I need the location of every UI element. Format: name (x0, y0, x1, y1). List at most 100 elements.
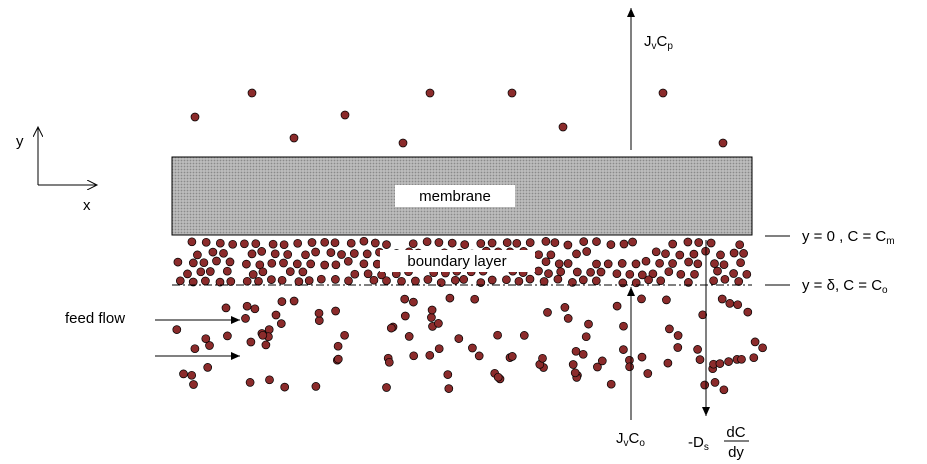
particle (581, 332, 591, 342)
particle (625, 362, 634, 372)
particle (719, 260, 729, 270)
particle (514, 276, 524, 286)
particle (267, 258, 277, 268)
particle (270, 249, 280, 259)
particle (709, 276, 718, 286)
particle (311, 247, 320, 257)
particle (578, 275, 588, 285)
particle (219, 248, 228, 258)
particle (474, 351, 484, 361)
particle (743, 307, 753, 317)
particle (187, 237, 197, 247)
text-part: C (629, 430, 640, 447)
particle (212, 256, 221, 266)
x-axis-label: x (83, 197, 91, 214)
particle (493, 372, 503, 382)
particle (443, 370, 453, 379)
particle (655, 258, 664, 268)
particle (534, 266, 543, 276)
particle (320, 260, 330, 270)
particle (340, 330, 349, 340)
particle (279, 258, 288, 268)
particle (257, 247, 267, 256)
particle (277, 297, 287, 306)
particle (664, 267, 674, 277)
particle (698, 310, 708, 320)
particle (554, 259, 564, 269)
particle (571, 346, 581, 356)
particle (684, 257, 693, 267)
particle (487, 275, 497, 285)
permeate-flux-label: JvCp (644, 33, 673, 52)
particle (541, 257, 551, 267)
particle (584, 319, 593, 329)
particle (538, 353, 547, 363)
particle (637, 270, 647, 280)
particle (597, 356, 607, 366)
particle (294, 277, 304, 286)
particle (656, 276, 666, 286)
particle (619, 321, 628, 331)
particle (190, 344, 200, 354)
text-part: J (644, 33, 652, 50)
particle (215, 238, 225, 248)
particle (400, 311, 410, 321)
particle (434, 319, 443, 328)
y-axis-label: y (16, 133, 24, 150)
particle (643, 369, 653, 378)
particle (445, 293, 455, 303)
text-part: y = δ, C = C (802, 277, 882, 294)
particle (205, 341, 214, 350)
particle (427, 313, 436, 322)
particle (487, 238, 497, 248)
particle (199, 258, 209, 268)
particle (539, 277, 549, 286)
particle (563, 314, 573, 323)
particle (408, 239, 418, 249)
particle (572, 249, 581, 259)
particle (175, 276, 185, 286)
text-part: o (639, 438, 645, 449)
particle (658, 88, 668, 98)
particle (265, 375, 274, 385)
particle (304, 276, 314, 285)
particle (710, 259, 719, 268)
particle (637, 352, 647, 362)
particle (725, 299, 735, 308)
particle (720, 274, 730, 284)
particle (251, 239, 261, 249)
particle (425, 88, 435, 98)
particle (280, 382, 290, 392)
particle (736, 258, 745, 268)
text-part: s (704, 442, 709, 453)
particle (544, 269, 553, 278)
particle (592, 237, 601, 246)
particle (568, 278, 577, 287)
particle (534, 250, 543, 260)
particle (340, 110, 350, 120)
particle (306, 259, 316, 269)
particle (223, 331, 232, 341)
particle (193, 250, 202, 260)
particle (423, 275, 433, 284)
particle (276, 319, 286, 328)
particle (454, 334, 464, 343)
particle (285, 267, 295, 276)
particle (690, 269, 699, 279)
solute-particles (172, 88, 767, 395)
particle (742, 269, 752, 279)
particle (512, 238, 522, 248)
particle (369, 275, 379, 285)
particle (201, 334, 211, 344)
particle (242, 259, 251, 269)
particle (425, 350, 435, 360)
particle (397, 276, 406, 286)
back-diffusion-prefix: -Ds (688, 434, 709, 453)
text-part: v (624, 438, 629, 449)
particle (343, 256, 353, 266)
particle (676, 269, 686, 279)
particle (267, 275, 276, 284)
text-part: o (882, 285, 888, 296)
particle (386, 323, 396, 333)
particle (268, 239, 278, 249)
